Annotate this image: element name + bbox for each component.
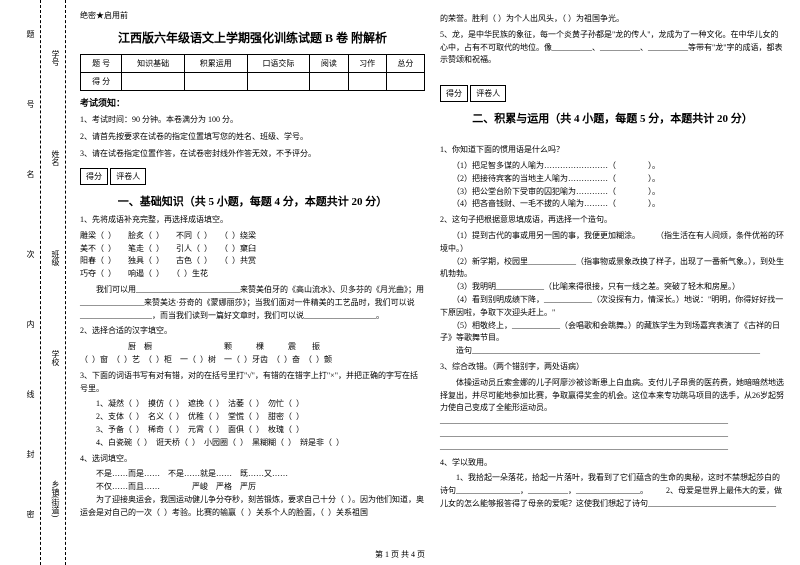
q3-items: 1、凝然（ ） 摸仿（ ） 遮挽（ ） 沽萎（ ） 勿忙（ ） 2、支体（ ） …	[80, 398, 425, 449]
notice-title: 考试须知：	[80, 96, 425, 109]
score-label: 得分	[80, 168, 108, 185]
grader-label-2: 评卷人	[470, 85, 506, 102]
side-text-5: 线	[25, 390, 36, 398]
q2-text: 厨 橱 颗 棵 震 振 （ ）窗 （ ）艺 （ ）柜 一（ ）树 一（ ）牙齿 …	[80, 341, 425, 367]
notice-3: 3、请在试卷指定位置作答，在试卷密封线外作答无效，不予评分。	[80, 148, 425, 160]
section1-title: 一、基础知识（共 5 小题，每题 4 分，本题共计 20 分）	[80, 193, 425, 209]
td-3[interactable]	[247, 73, 310, 91]
section2-title: 二、积累与运用（共 4 小题，每题 5 分，本题共计 20 分）	[440, 110, 785, 126]
q1: 1、先将成语补充完整，再选择成语填空。	[80, 214, 425, 227]
th-4: 阅读	[310, 55, 348, 73]
side-label-xingming: 姓名	[50, 150, 61, 166]
th-1: 知识基础	[122, 55, 185, 73]
side-text-1: 号	[25, 100, 36, 108]
notice-2: 2、请首先按要求在试卷的指定位置填写您的姓名、班级、学号。	[80, 131, 425, 143]
td-1[interactable]	[122, 73, 185, 91]
q1-text: 我们可以用__________________________来赞美伯牙的《高山…	[80, 284, 425, 322]
q3: 3、下面的词语书写有对有错，对的在括号里打"√"，有错的在错字上打"×"，并把正…	[80, 370, 425, 396]
th-2: 积累运用	[184, 55, 247, 73]
s2q2: 2、这句子把根据意思填成语，再选择一个造句。	[440, 214, 785, 227]
side-label-banji: 班级	[50, 250, 61, 266]
side-text-4: 内	[25, 320, 36, 328]
confidential-label: 绝密★启用前	[80, 10, 425, 21]
th-3: 口语交际	[247, 55, 310, 73]
side-label-xuexiao: 学校	[50, 350, 61, 366]
q4: 4、选词填空。	[80, 453, 425, 466]
s2q1-items: （1）把足智多谋的人喻为……………………（ ）。 （2）把接待宾客的当地主人喻为…	[440, 160, 785, 211]
th-0: 题 号	[81, 55, 122, 73]
th-5: 习作	[348, 55, 386, 73]
page-footer: 第 1 页 共 4 页	[0, 549, 800, 560]
table-row: 得 分	[81, 73, 425, 91]
q5: 5、龙，是中华民族的象征，每一个炎黄子孙都是"龙的传人"，龙成为了一种文化。在中…	[440, 29, 785, 67]
table-row: 题 号 知识基础 积累运用 口语交际 阅读 习作 总分	[81, 55, 425, 73]
th-6: 总分	[386, 55, 424, 73]
s2q4: 4、学以致用。	[440, 457, 785, 470]
td-5[interactable]	[348, 73, 386, 91]
notice-1: 1、考试时间：90 分钟。本卷满分为 100 分。	[80, 114, 425, 126]
main-content: 绝密★启用前 江西版六年级语文上学期强化训练试题 B 卷 附解析 题 号 知识基…	[80, 10, 790, 523]
q2: 2、选择合适的汉字填空。	[80, 325, 425, 338]
paper-title: 江西版六年级语文上学期强化训练试题 B 卷 附解析	[80, 29, 425, 46]
s2q2-items: （1）提到古代的事或用另一国的事，我便更加糊涂。 （指生活在有人间烦，条件优裕的…	[440, 230, 785, 358]
q1-idioms: 雕梁（ ） 脍炙（ ） 不同（ ） （ ）绕梁 美不（ ） 笔走（ ） 引人（ …	[80, 230, 425, 281]
score-table: 题 号 知识基础 积累运用 口语交际 阅读 习作 总分 得 分	[80, 54, 425, 91]
side-text-2: 名	[25, 170, 36, 178]
td-6[interactable]	[386, 73, 424, 91]
td-2[interactable]	[184, 73, 247, 91]
score-box-2: 得分 评卷人	[440, 82, 785, 105]
s2q1: 1、你知道下面的惯用语是什么吗？	[440, 144, 785, 157]
q4-cont: 的荣誉。胜利（ ）为个人出风头，（ ）为祖国争光。	[440, 13, 785, 26]
s2q3-text: 体操运动员丘索金娜的儿子阿廖沙被诊断患上白血病。支付儿子昂贵的医药费，她暗暗然地…	[440, 377, 785, 454]
score-label-2: 得分	[440, 85, 468, 102]
seal-line-2	[65, 0, 66, 565]
td-4[interactable]	[310, 73, 348, 91]
side-label-xuehao: 学号	[50, 50, 61, 66]
td-0: 得 分	[81, 73, 122, 91]
s2q4-text: 1、我拾起一朵落花，拾起一片落叶，我看到了它们蕴含的生命的奥秘，这时不禁想起莎白…	[440, 472, 785, 510]
side-text-6: 封	[25, 450, 36, 458]
left-column: 绝密★启用前 江西版六年级语文上学期强化训练试题 B 卷 附解析 题 号 知识基…	[80, 10, 425, 523]
side-text-3: 次	[25, 250, 36, 258]
q4-text: 不是……而是…… 不是……就是…… 既……又…… 不仅……而且…… 严峻 严格 …	[80, 468, 425, 519]
right-column: 的荣誉。胜利（ ）为个人出风头，（ ）为祖国争光。 5、龙，是中华民族的象征，每…	[440, 10, 785, 523]
score-box-1: 得分 评卷人	[80, 165, 425, 188]
seal-line-1	[40, 0, 41, 565]
side-label-xiangzhen: 乡镇(街道)	[50, 480, 61, 517]
side-margin: 学号 姓名 班级 学校 乡镇(街道) 题 号 名 次 内 线 封 密	[0, 0, 70, 565]
grader-label: 评卷人	[110, 168, 146, 185]
side-text-0: 题	[25, 30, 36, 38]
s2q3: 3、综合改错。（两个错别字，两处语病）	[440, 361, 785, 374]
side-text-7: 密	[25, 510, 36, 518]
